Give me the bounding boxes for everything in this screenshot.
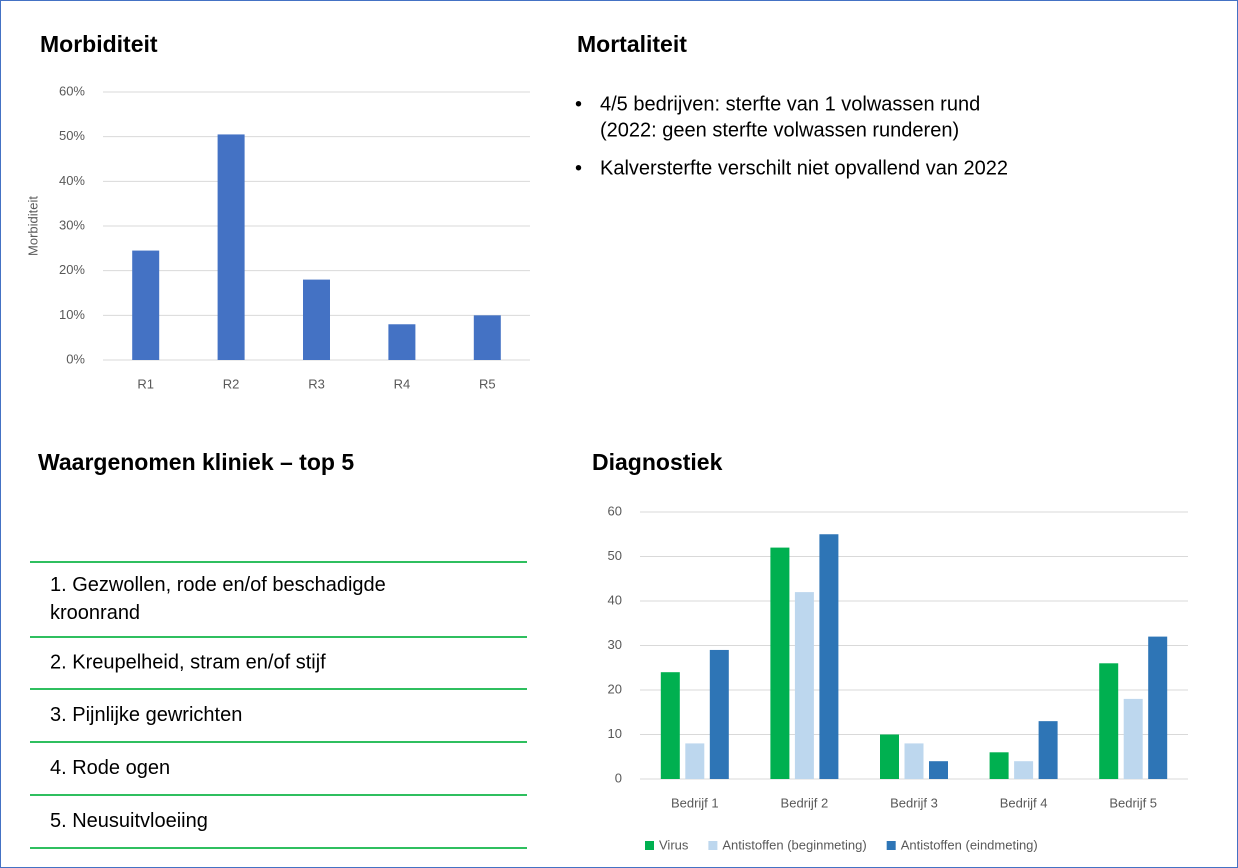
bar [819,534,839,779]
bar [685,743,705,779]
bar [132,250,160,360]
y-tick-label: 50% [59,128,85,143]
bar [929,761,948,779]
bar [794,592,814,779]
bar [770,547,790,779]
x-tick-label: R4 [394,376,411,391]
y-axis-label: Morbiditeit [25,196,40,256]
list-item: 2. Kreupelheid, stram en/of stijf [50,651,326,673]
bar [1038,721,1058,779]
x-tick-label: R5 [479,376,496,391]
bullet-dot: • [575,93,582,115]
y-tick-label: 40 [608,592,622,607]
legend-swatch [645,841,654,850]
list-item: kroonrand [50,602,140,624]
x-tick-label: R1 [137,376,154,391]
x-tick-label: Bedrijf 4 [1000,795,1048,810]
list-item: 4. Rode ogen [50,757,170,779]
y-tick-label: 0% [66,351,85,366]
legend-label: Antistoffen (beginmeting) [722,837,866,852]
y-tick-label: 10 [608,726,622,741]
list-item: 1. Gezwollen, rode en/of beschadigde [50,574,386,596]
bar [217,134,245,360]
bar [303,279,330,360]
list-item: 3. Pijnlijke gewrichten [50,704,242,726]
y-tick-label: 50 [608,548,622,563]
bullet-dot: • [575,157,582,179]
x-tick-label: Bedrijf 5 [1109,795,1157,810]
legend-label: Virus [659,837,689,852]
x-tick-label: R3 [308,376,325,391]
x-tick-label: Bedrijf 2 [781,795,829,810]
section-title: Mortaliteit [577,31,687,57]
bar [709,649,729,779]
y-tick-label: 40% [59,173,85,188]
y-tick-label: 60 [608,503,622,518]
chart-title: Morbiditeit [40,31,158,57]
y-tick-label: 60% [59,83,85,98]
bar [660,672,680,779]
chart-title: Diagnostiek [592,449,723,475]
bar [388,324,416,360]
x-tick-label: R2 [223,376,240,391]
y-tick-label: 0 [615,770,622,785]
bar [904,743,924,779]
bar [989,752,1009,779]
bar [1014,761,1034,779]
legend-swatch [886,841,896,850]
list-item: 5. Neusuitvloeiing [50,810,208,832]
y-tick-label: 10% [59,307,85,322]
bar [880,734,899,779]
y-tick-label: 30% [59,217,85,232]
legend-swatch [708,841,718,850]
x-tick-label: Bedrijf 1 [671,795,719,810]
y-tick-label: 30 [608,637,622,652]
bar [473,315,501,360]
section-title: Waargenomen kliniek – top 5 [38,449,354,475]
bullet-text: 4/5 bedrijven: sterfte van 1 volwassen r… [600,93,980,115]
legend-label: Antistoffen (eindmeting) [901,837,1038,852]
x-tick-label: Bedrijf 3 [890,795,938,810]
bar [1123,698,1143,779]
y-tick-label: 20 [608,681,622,696]
bar [1099,663,1119,779]
bullet-text: Kalversterfte verschilt niet opvallend v… [600,157,1008,179]
y-tick-label: 20% [59,262,85,277]
bar [1148,636,1168,779]
bullet-text: (2022: geen sterfte volwassen runderen) [600,119,959,141]
